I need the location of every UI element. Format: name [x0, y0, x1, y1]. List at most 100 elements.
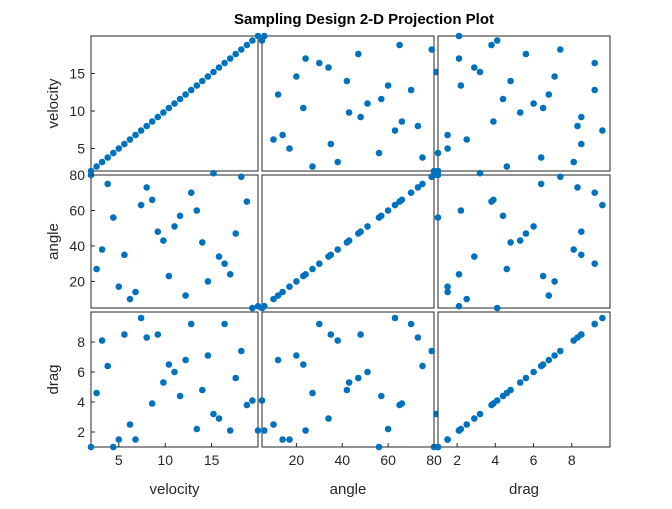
- data-point: [165, 104, 173, 112]
- panel-angle-vs-angle: [258, 169, 440, 312]
- data-point: [279, 436, 286, 443]
- data-point: [132, 131, 139, 139]
- data-point: [414, 122, 422, 130]
- data-point: [591, 86, 598, 94]
- data-point: [98, 158, 106, 166]
- data-point: [396, 41, 403, 49]
- data-point: [187, 86, 195, 94]
- data-point: [375, 443, 383, 451]
- data-point: [165, 272, 173, 280]
- data-point: [258, 397, 266, 404]
- data-point: [302, 427, 309, 434]
- data-point: [104, 154, 111, 161]
- data-point: [551, 278, 558, 285]
- data-point: [316, 320, 323, 328]
- data-point: [570, 158, 577, 166]
- data-point: [249, 304, 256, 312]
- data-point: [121, 140, 128, 148]
- data-point: [345, 109, 353, 116]
- data-point: [407, 320, 415, 328]
- data-point: [522, 374, 530, 382]
- data-point: [300, 361, 307, 368]
- data-point: [316, 59, 323, 67]
- data-point: [182, 292, 189, 299]
- data-point: [407, 189, 415, 196]
- data-point: [204, 73, 212, 80]
- x-axis-label-drag: drag: [509, 481, 539, 498]
- data-point: [249, 397, 256, 404]
- data-point: [261, 427, 268, 434]
- panel-drag-vs-drag: 2 4 6 8 drag: [434, 311, 611, 498]
- data-point: [171, 223, 178, 230]
- data-point: [414, 334, 422, 341]
- data-point: [325, 64, 332, 71]
- y-axis-label-velocity: velocity: [45, 78, 62, 129]
- data-point: [316, 260, 323, 268]
- data-point: [503, 163, 511, 170]
- panel-angle-vs-drag: [434, 169, 611, 312]
- data-point: [488, 401, 495, 409]
- data-point: [419, 154, 426, 161]
- data-point: [126, 295, 134, 303]
- x-tick-label: 20: [289, 452, 305, 468]
- data-point: [557, 173, 564, 181]
- data-point: [557, 347, 564, 355]
- data-point: [279, 131, 286, 139]
- data-point: [104, 180, 111, 188]
- data-point: [148, 196, 156, 204]
- data-point: [300, 104, 307, 112]
- x-tick-label: 2: [453, 452, 461, 468]
- data-point: [210, 410, 217, 418]
- data-point: [87, 443, 95, 451]
- data-point: [137, 314, 145, 322]
- data-point: [279, 288, 286, 296]
- data-point: [309, 265, 316, 273]
- data-point: [503, 265, 511, 273]
- data-point: [490, 118, 497, 125]
- data-point: [270, 421, 277, 428]
- data-point: [232, 230, 239, 237]
- data-point: [199, 386, 206, 394]
- data-point: [493, 37, 501, 44]
- data-point: [110, 443, 117, 451]
- data-point: [193, 82, 201, 89]
- x-tick-label: 6: [530, 452, 538, 468]
- data-point: [591, 59, 598, 67]
- data-point: [182, 91, 189, 98]
- data-point: [551, 73, 558, 80]
- data-point: [143, 334, 150, 341]
- data-point: [98, 246, 106, 253]
- y-tick-label: 5: [77, 141, 85, 157]
- panel-drag-vs-angle: 20 40 60 80 angle: [258, 311, 442, 498]
- data-point: [599, 314, 606, 322]
- data-point: [471, 64, 478, 71]
- data-point: [199, 239, 206, 246]
- data-point: [327, 331, 335, 338]
- data-point: [499, 212, 507, 220]
- data-point: [428, 46, 436, 53]
- data-point: [419, 362, 426, 370]
- data-point: [434, 171, 442, 179]
- x-tick-label: 8: [568, 452, 576, 468]
- data-point: [357, 331, 364, 338]
- data-point: [215, 64, 223, 71]
- data-point: [522, 230, 530, 237]
- data-point: [463, 421, 471, 428]
- data-point: [355, 50, 362, 58]
- data-point: [364, 100, 371, 107]
- data-point: [493, 397, 501, 404]
- data-point: [557, 46, 564, 53]
- data-point: [199, 77, 206, 85]
- data-point: [391, 201, 399, 209]
- data-point: [243, 41, 251, 49]
- chart-title: Sampling Design 2-D Projection Plot: [234, 11, 494, 28]
- x-axis-label-angle: angle: [330, 481, 367, 498]
- data-point: [407, 86, 415, 94]
- data-point: [507, 386, 514, 394]
- data-point: [384, 425, 392, 433]
- data-point: [249, 37, 256, 44]
- data-point: [221, 260, 228, 268]
- data-point: [334, 158, 342, 166]
